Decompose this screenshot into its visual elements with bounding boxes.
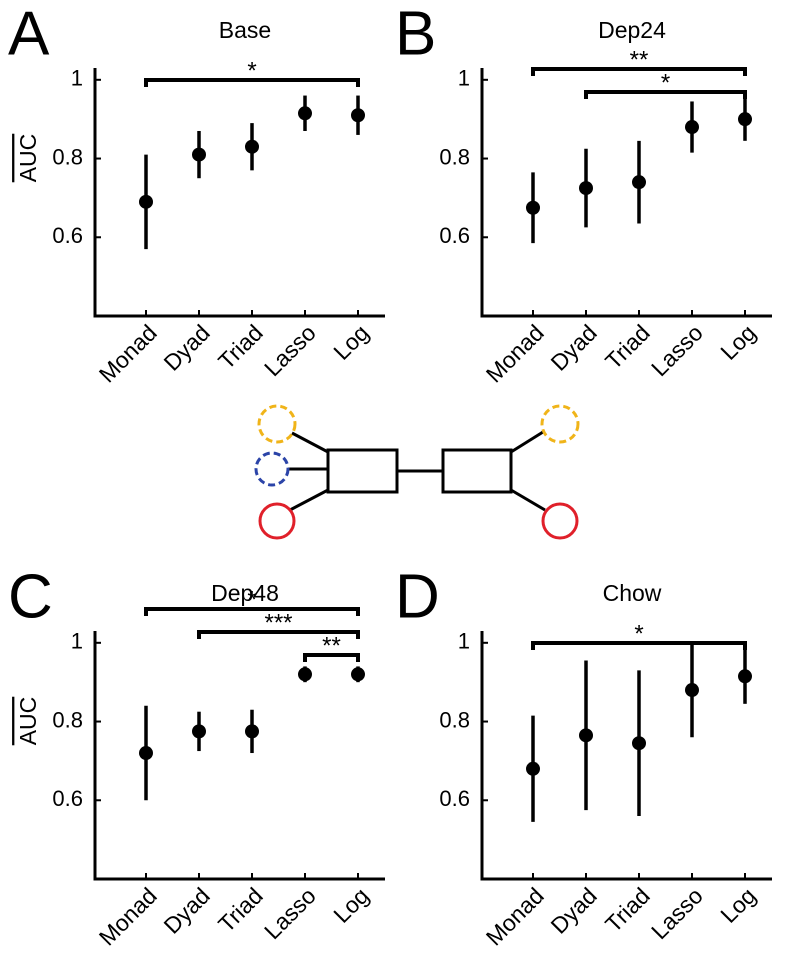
y-tick-label: 0.8 (52, 144, 83, 169)
connector (289, 488, 329, 512)
mean-dot (139, 194, 153, 209)
mean-dot (245, 724, 259, 739)
mean-dot (685, 120, 699, 135)
node (257, 404, 297, 444)
x-tick-label: Lasso (259, 319, 321, 381)
mean-dot (298, 106, 312, 121)
significance-label: * (247, 586, 256, 613)
panel-letter: B (395, 0, 436, 68)
node (254, 451, 290, 487)
node (258, 502, 296, 540)
mean-dot (738, 112, 752, 127)
connector (291, 431, 329, 454)
mean-dot (245, 139, 259, 154)
y-tick-label: 1 (71, 629, 83, 654)
y-tick-label: 0.8 (439, 144, 470, 169)
mean-dot (298, 667, 312, 682)
x-tick-label: Log (328, 882, 374, 928)
mean-dot (579, 728, 593, 743)
x-tick-label: Log (328, 319, 374, 365)
x-tick-label: Triad (213, 319, 268, 374)
right-box (441, 448, 513, 494)
x-tick-label: Lasso (259, 882, 321, 944)
y-tick-label: 0.8 (52, 707, 83, 732)
mean-dot (526, 761, 540, 776)
y-tick-label: 1 (458, 629, 470, 654)
x-tick-label: Monad (94, 319, 162, 387)
mean-dot (139, 746, 153, 761)
panel-title: Chow (603, 580, 662, 606)
x-tick-label: Log (715, 882, 761, 928)
significance-bracket (144, 607, 360, 616)
y-tick-label: 1 (71, 66, 83, 91)
x-tick-label: Triad (600, 882, 655, 937)
mean-dot (526, 200, 540, 215)
x-tick-label: Dyad (545, 882, 601, 938)
significance-bracket (144, 78, 360, 87)
mean-dot (351, 108, 365, 123)
mean-dot (192, 147, 206, 162)
x-tick-label: Dyad (545, 319, 601, 375)
y-tick-label: 1 (458, 66, 470, 91)
y-tick-label: 0.8 (439, 707, 470, 732)
y-tick-label: 0.6 (439, 223, 470, 248)
x-tick-label: Lasso (646, 319, 708, 381)
y-tick-label: 0.6 (52, 223, 83, 248)
significance-bracket (197, 630, 360, 639)
y-axis-label: AUC (15, 134, 41, 183)
x-tick-label: Log (715, 319, 761, 365)
x-tick-label: Monad (94, 882, 162, 950)
panel-title: Base (219, 17, 271, 43)
x-tick-label: Lasso (646, 882, 708, 944)
panel-letter: D (395, 562, 440, 631)
node (540, 404, 580, 444)
significance-label: ** (322, 632, 341, 659)
x-tick-label: Triad (213, 882, 268, 937)
network-diagram (254, 404, 580, 540)
y-tick-label: 0.6 (52, 786, 83, 811)
mean-dot (579, 181, 593, 196)
significance-label: * (634, 620, 643, 647)
significance-bracket (584, 90, 747, 99)
significance-label: ** (630, 46, 649, 73)
significance-label: *** (264, 609, 292, 636)
mean-dot (685, 683, 699, 698)
x-tick-label: Monad (481, 319, 549, 387)
mean-dot (632, 736, 646, 751)
significance-bracket (531, 641, 747, 650)
x-tick-label: Dyad (158, 882, 214, 938)
significance-bracket (303, 653, 360, 662)
mean-dot (738, 669, 752, 684)
panel-letter: A (8, 0, 50, 68)
panel-title: Dep24 (598, 17, 666, 43)
mean-dot (192, 724, 206, 739)
panel-title: Dep48 (211, 580, 279, 606)
connector (510, 488, 546, 512)
panel-letter: C (8, 562, 53, 631)
y-tick-label: 0.6 (439, 786, 470, 811)
x-tick-label: Dyad (158, 319, 214, 375)
left-box (326, 448, 399, 494)
significance-label: * (661, 69, 670, 96)
connector (510, 430, 544, 454)
mean-dot (632, 175, 646, 190)
significance-bracket (531, 67, 747, 76)
x-tick-label: Triad (600, 319, 655, 374)
y-axis-label: AUC (15, 697, 41, 746)
x-tick-label: Monad (481, 882, 549, 950)
node (541, 502, 579, 540)
mean-dot (351, 667, 365, 682)
significance-label: * (247, 57, 256, 84)
